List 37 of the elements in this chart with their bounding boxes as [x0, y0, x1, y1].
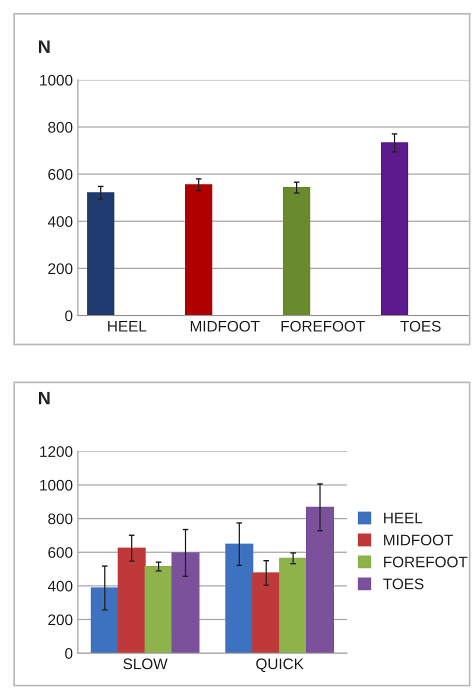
y-tick-label: 800	[48, 513, 72, 524]
bar	[283, 187, 310, 316]
y-tick-label: 400	[48, 580, 72, 592]
bar	[279, 558, 308, 654]
bar	[171, 552, 200, 654]
legend-label: HEEL	[384, 512, 422, 524]
bar	[252, 572, 280, 654]
y-tick-label: 200	[48, 263, 72, 274]
legend-label: MIDFOOT	[384, 534, 453, 546]
bar	[225, 544, 254, 654]
legend-label: FOREFOOT	[384, 556, 468, 568]
bar	[185, 184, 212, 316]
y-tick-label: 600	[48, 169, 72, 180]
y-tick-label: 1000	[40, 74, 72, 86]
x-tick-label: QUICK	[256, 658, 304, 672]
y-tick-label: 400	[48, 216, 72, 227]
x-tick-label: HEEL	[108, 320, 146, 332]
x-tick-label: SLOW	[123, 658, 168, 670]
bar	[87, 192, 114, 316]
x-tick-label: MIDFOOT	[190, 320, 260, 332]
legend-label: TOES	[383, 578, 424, 590]
y-tick-label: 1200	[40, 446, 72, 457]
y-tick-label: 1000	[40, 480, 72, 491]
x-tick-label: FOREFOOT	[282, 320, 365, 332]
bar	[306, 506, 334, 654]
bar	[380, 142, 408, 316]
y-tick-label: 200	[48, 614, 72, 626]
y-tick-label: 0	[65, 310, 72, 322]
y-tick-label: 0	[65, 648, 72, 659]
y-axis-title: N	[38, 392, 50, 404]
y-axis-title: N	[38, 40, 50, 53]
y-tick-label: 600	[48, 547, 72, 558]
bar	[118, 548, 146, 654]
bar	[90, 587, 119, 654]
x-tick-label: TOES	[400, 320, 441, 332]
y-tick-label: 800	[48, 122, 72, 133]
bar	[144, 566, 173, 654]
